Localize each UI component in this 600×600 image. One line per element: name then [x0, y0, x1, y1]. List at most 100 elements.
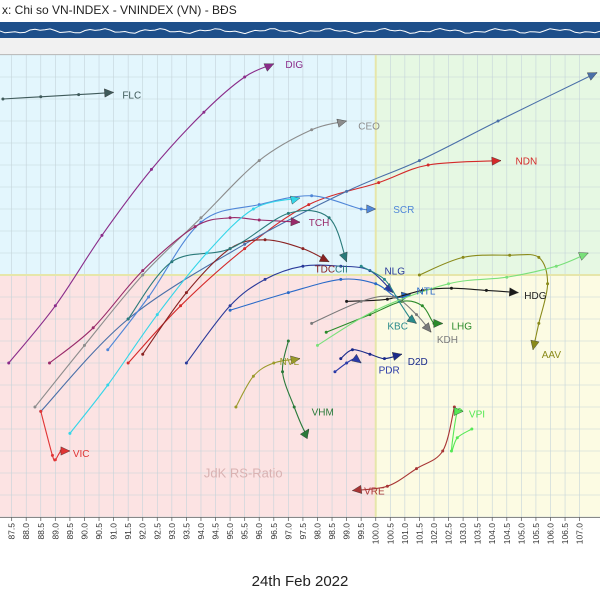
x-tick-label: 88.5 [36, 523, 46, 540]
series-flc [1, 88, 115, 101]
series-point [193, 225, 197, 229]
series-point [301, 264, 305, 268]
x-tick-label: 100.0 [371, 523, 381, 545]
series-point [546, 282, 550, 286]
series-vpi [449, 406, 474, 453]
series-point [382, 357, 386, 361]
series-arrowhead [299, 428, 309, 440]
x-tick-label: 103.0 [458, 523, 468, 545]
series-arrowhead [290, 217, 301, 227]
x-tick-label: 95.5 [240, 523, 250, 540]
rrg-chart: JdK RS-Ratio FLC DIG CEO NDN SCR TCH TDC CII NLG N… [0, 55, 600, 517]
series-point [141, 269, 145, 273]
series-label-kdh: KDH [437, 335, 458, 346]
x-tick-label: 94.5 [211, 523, 221, 540]
series-point [505, 275, 509, 279]
series-point [286, 211, 290, 215]
navigator-strip[interactable] [0, 22, 600, 38]
series-point [310, 194, 314, 198]
series-point [359, 264, 363, 268]
series-point [374, 308, 378, 312]
series-point [68, 431, 72, 435]
series-point [286, 291, 290, 295]
series-arrowhead [530, 339, 540, 351]
series-label-nlg: NLG [384, 267, 405, 278]
x-tick-label: 106.0 [545, 523, 555, 545]
series-label-aav: AAV [542, 350, 562, 361]
series-point [327, 216, 331, 220]
series-arrowhead [351, 353, 362, 364]
series-point [243, 242, 247, 246]
series-point [286, 339, 290, 343]
series-point [391, 295, 395, 299]
series-point [420, 304, 424, 308]
series-point [263, 277, 267, 281]
series-label-vre: VRE [364, 487, 385, 498]
series-point [155, 313, 159, 317]
x-tick-label: 91.0 [109, 523, 119, 540]
series-point [126, 317, 130, 321]
series-path [235, 358, 301, 408]
series-kbc [359, 264, 417, 324]
series-point [263, 238, 267, 242]
series-point [228, 304, 232, 308]
series-vhm [281, 339, 310, 440]
series-point [205, 251, 209, 255]
x-tick-label: 98.0 [312, 523, 322, 540]
series-dig [7, 63, 275, 365]
series-ndn [126, 156, 502, 365]
series-point [234, 405, 238, 409]
strip-background [0, 22, 600, 38]
series-arrowhead [336, 118, 348, 128]
series-point [147, 295, 151, 299]
series-light-green [315, 252, 589, 347]
series-aav [417, 253, 550, 351]
x-tick-label: 105.5 [531, 523, 541, 545]
series-point [374, 282, 378, 286]
series-arrowhead [263, 63, 275, 72]
series-arrowhead [586, 72, 598, 81]
series-point [39, 95, 43, 99]
series-point [345, 189, 349, 193]
date-label: 24th Feb 2022 [251, 573, 349, 590]
series-point [281, 370, 285, 374]
x-tick-label: 103.5 [473, 523, 483, 545]
series-cyan [68, 195, 301, 435]
series-label-ndn: NDN [516, 157, 538, 168]
series-point [382, 277, 386, 281]
x-tick-label: 96.5 [269, 523, 279, 540]
series-point [82, 343, 86, 347]
series-point [77, 93, 81, 97]
series-point [417, 273, 421, 277]
series-point [184, 291, 188, 295]
x-tick-label: 97.5 [298, 523, 308, 540]
x-tick-label: 93.0 [167, 523, 177, 540]
series-vic [39, 409, 71, 462]
series-point [301, 247, 305, 251]
series-point [426, 163, 430, 167]
series-point [310, 128, 314, 132]
series-point [449, 286, 453, 290]
strip-line [0, 27, 600, 35]
series-point [537, 255, 541, 259]
series-point [53, 304, 57, 308]
series-point [315, 343, 319, 347]
series-point [455, 436, 459, 440]
series-label-pdr: PDR [379, 366, 400, 377]
series-arrowhead [453, 406, 464, 416]
series-label-dig: DIG [285, 60, 303, 71]
series-d2d [339, 348, 403, 361]
series-point [470, 427, 474, 431]
x-tick-label: 104.0 [487, 523, 497, 545]
series-point [484, 288, 488, 292]
x-tick-label: 100.5 [385, 523, 395, 545]
series-point [202, 110, 206, 114]
series-hdg [345, 286, 519, 303]
series-arrowhead [391, 352, 403, 361]
series-label-flc: FLC [122, 91, 141, 102]
series-point [449, 449, 453, 453]
series-arrowhead [60, 446, 71, 456]
series-point [106, 383, 110, 387]
x-tick-label: 99.5 [356, 523, 366, 540]
window-title-bar: x: Chi so VN-INDEX - VNINDEX (VN) - BĐS [0, 0, 600, 23]
